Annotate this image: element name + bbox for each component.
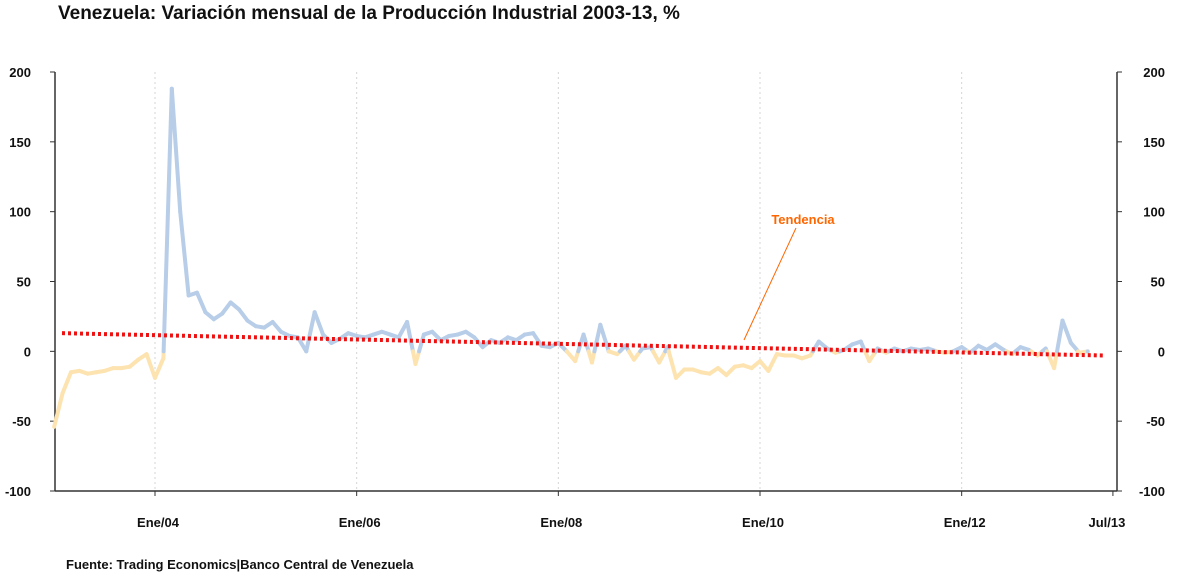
- y-tick-label-left: 200: [9, 65, 31, 80]
- y-tick-label-left: -50: [12, 414, 31, 429]
- y-tick-label-right: 100: [1143, 205, 1165, 220]
- series-segment: [417, 332, 426, 354]
- x-tick-label: Ene/06: [339, 515, 381, 530]
- y-tick-label-left: 150: [9, 135, 31, 150]
- series-segment: [237, 307, 250, 323]
- annotation-label: Tendencia: [771, 212, 835, 227]
- series-segment: [220, 300, 233, 316]
- y-tick-label-right: 150: [1143, 135, 1165, 150]
- series-segment: [657, 349, 668, 365]
- y-tick-label-right: -100: [1139, 484, 1165, 499]
- y-tick-label-right: 200: [1143, 65, 1165, 80]
- series-segment: [52, 391, 65, 429]
- series-segment: [405, 320, 415, 354]
- x-tick-label: Ene/10: [742, 515, 784, 530]
- y-tick-label-left: -100: [5, 484, 31, 499]
- y-tick-label-left: 0: [24, 344, 31, 359]
- series-segment: [304, 310, 317, 354]
- series-segment: [531, 331, 544, 348]
- series-segment: [592, 322, 603, 354]
- y-tick-label-left: 100: [9, 205, 31, 220]
- y-tick-label-right: 50: [1151, 275, 1165, 290]
- series-segment: [178, 209, 191, 298]
- x-tick-label: Ene/12: [944, 515, 986, 530]
- series-segment: [766, 352, 779, 373]
- series-segment: [666, 349, 678, 380]
- series-segment: [413, 349, 422, 366]
- line-chart: 200 200 150 150 100 100 50 50 0 0 -50 -50 -100 -100 En…: [5, 65, 1165, 530]
- x-tick-label: Ene/08: [540, 515, 582, 530]
- x-tick-label: Jul/13: [1088, 515, 1125, 530]
- series-segment: [161, 86, 174, 354]
- series-segment: [144, 352, 157, 380]
- chart-title: Venezuela: Variación mensual de la Produ…: [58, 3, 680, 24]
- annotation-leader: [743, 227, 797, 341]
- series-segment: [598, 322, 611, 354]
- y-tick-label-left: 50: [17, 275, 31, 290]
- y-tick-label-right: 0: [1158, 344, 1165, 359]
- y-tick-label-right: -50: [1146, 414, 1165, 429]
- x-tick-label: Ene/04: [137, 515, 180, 530]
- series-segment: [153, 356, 166, 380]
- source-note: Fuente: Trading Economics|Banco Central …: [66, 557, 414, 572]
- series-segment: [169, 86, 183, 214]
- series-segment: [1055, 318, 1065, 354]
- series-segment: [1060, 318, 1073, 345]
- series-segment: [60, 370, 73, 396]
- series-segment: [270, 320, 284, 334]
- series-segment: [195, 290, 208, 315]
- series-segment: [312, 310, 326, 337]
- series-segment: [1052, 349, 1060, 371]
